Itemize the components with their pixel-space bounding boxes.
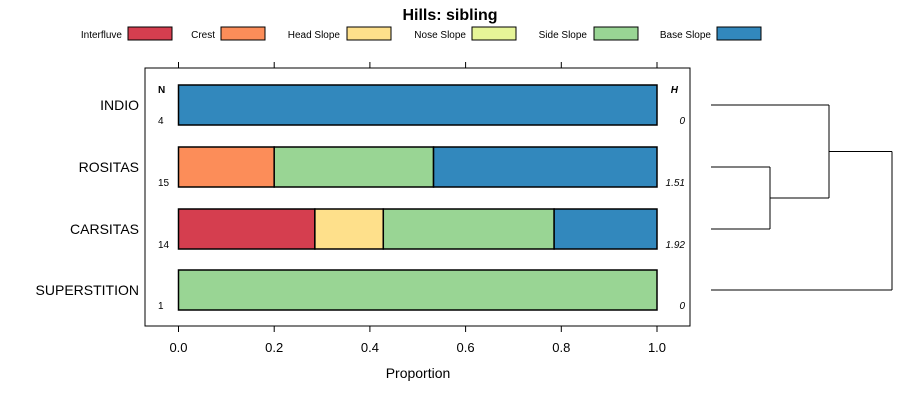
bar-segment [177,208,316,250]
category-label: CARSITAS [70,221,139,237]
n-value: 14 [158,240,170,251]
chart-title: Hills: sibling [402,7,497,24]
x-tick-label: 0.4 [361,340,379,355]
bar-segment [177,84,658,126]
x-tick-label: 0.6 [457,340,475,355]
legend-item: Nose Slope [414,26,517,41]
legend-swatch [346,26,392,41]
x-tick-label: 0.2 [265,340,283,355]
bar-segment [177,269,658,311]
bar-segment [177,146,275,188]
h-header: H [671,85,679,96]
legend-label: Interfluve [81,30,123,41]
category-label: INDIO [100,97,139,113]
n-value: 1 [158,301,164,312]
bar-row: SUPERSTITION 1 0 [36,269,685,312]
legend-swatch [127,26,173,41]
category-label: SUPERSTITION [36,282,139,298]
legend-item: Interfluve [81,26,173,41]
h-value: 1.51 [666,178,685,189]
legend: Interfluve Crest Head Slope Nose Slope Side … [81,26,762,41]
n-value: 4 [158,116,164,127]
bars: INDIO 4 0 ROSITAS 15 1.51 CARSITAS 14 1.92 SUPERS… [36,84,686,312]
legend-item: Side Slope [539,26,639,41]
legend-swatch [220,26,266,41]
legend-item: Crest [191,26,266,41]
bar-segment [273,146,435,188]
legend-label: Nose Slope [414,30,466,41]
bar-row: ROSITAS 15 1.51 [79,146,685,189]
bar-segment [432,146,658,188]
n-value: 15 [158,178,170,189]
legend-swatch [593,26,639,41]
bar-row: INDIO 4 0 [100,84,685,127]
legend-swatch [471,26,517,41]
n-header: N [158,85,165,96]
x-tick-label: 0.0 [169,340,187,355]
bar-row: CARSITAS 14 1.92 [70,208,686,251]
h-value: 0 [679,301,685,312]
x-axis-title: Proportion [386,365,451,381]
legend-item: Base Slope [660,26,762,41]
axes: 0.0 0.2 0.4 0.6 0.8 1.0 [169,62,666,355]
h-value: 1.92 [666,240,686,251]
dendrogram [711,104,893,291]
bar-segment [553,208,658,250]
x-tick-label: 1.0 [648,340,666,355]
legend-swatch [716,26,762,41]
legend-label: Crest [191,30,215,41]
plot-frame [144,67,691,327]
legend-label: Base Slope [660,30,712,41]
bar-segment [382,208,555,250]
legend-label: Head Slope [288,30,341,41]
h-value: 0 [679,116,685,127]
x-tick-label: 0.8 [552,340,570,355]
legend-item: Head Slope [288,26,392,41]
category-label: ROSITAS [79,159,139,175]
bar-segment [314,208,385,250]
legend-label: Side Slope [539,30,588,41]
